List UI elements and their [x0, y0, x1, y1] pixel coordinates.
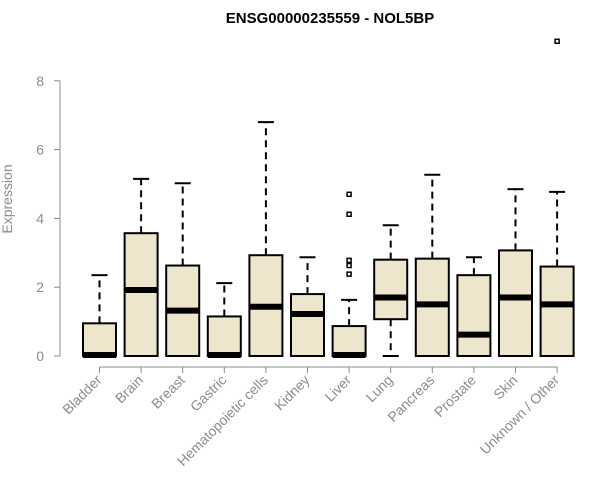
outlier-point — [554, 38, 560, 44]
outlier-point — [346, 211, 352, 218]
box-unknown-other — [539, 38, 575, 357]
iqr-box — [456, 274, 492, 357]
iqr-box — [331, 325, 367, 357]
outlier-point — [346, 271, 352, 277]
x-tick-label: Kidney — [271, 372, 313, 414]
x-tick-label: Bladder — [59, 372, 105, 418]
iqr-box — [373, 258, 409, 321]
box-kidney — [290, 256, 325, 357]
x-tick-label: Liver — [321, 372, 354, 405]
iqr-box — [290, 293, 325, 357]
y-tick-label: 8 — [36, 73, 44, 89]
y-tick-label: 0 — [36, 348, 44, 364]
boxes — [82, 38, 575, 358]
x-tick-label: Brain — [112, 372, 146, 406]
iqr-box — [82, 322, 117, 358]
box-skin — [498, 188, 533, 357]
iqr-box — [498, 249, 533, 357]
x-tick-label: Lung — [362, 372, 395, 405]
x-tick-label: Prostate — [431, 372, 479, 420]
chart-title: ENSG00000235559 - NOL5BP — [226, 10, 434, 27]
box-bladder — [82, 274, 117, 358]
x-tick-label: Skin — [490, 372, 521, 403]
y-tick-label: 2 — [36, 279, 44, 295]
box-hematopoietic-cells — [248, 121, 284, 357]
x-tick-label: Breast — [148, 372, 188, 412]
iqr-box — [206, 315, 242, 358]
axes: 0 2 4 6 8 — [36, 73, 558, 368]
x-tick-label: Unknown / Other — [477, 372, 563, 458]
y-tick-label: 4 — [36, 210, 44, 226]
y-tick-label: 6 — [36, 142, 44, 158]
y-axis-label: Expression — [0, 164, 15, 233]
outlier-point — [346, 191, 352, 198]
outlier-point — [346, 262, 352, 269]
iqr-box — [123, 232, 159, 357]
box-pancreas — [414, 173, 450, 358]
box-prostate — [456, 256, 492, 357]
iqr-box — [539, 265, 575, 357]
box-gastric — [206, 282, 242, 358]
box-lung — [373, 224, 409, 357]
box-breast — [165, 182, 201, 358]
box-brain — [123, 177, 159, 357]
outlier-point — [346, 257, 352, 264]
box-liver — [331, 191, 367, 358]
